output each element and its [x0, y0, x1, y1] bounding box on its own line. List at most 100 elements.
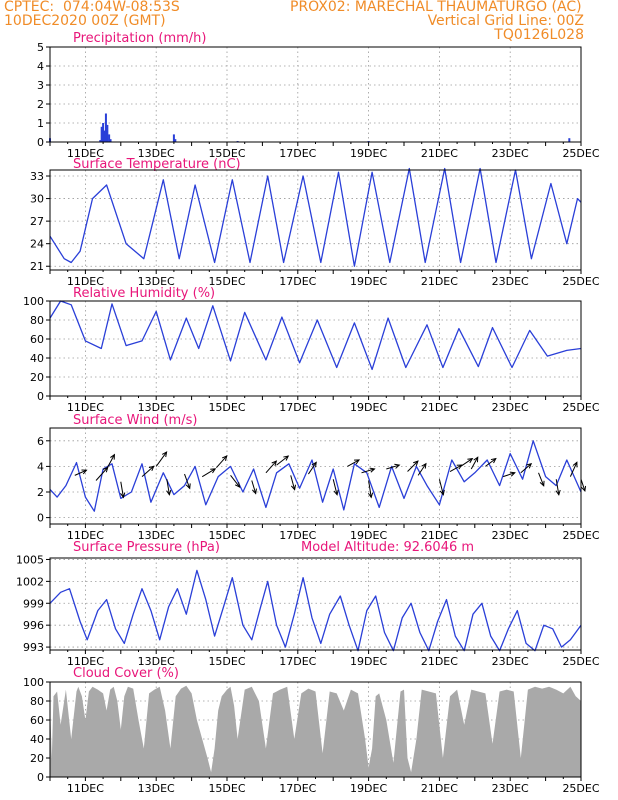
wind-arrow — [106, 454, 115, 470]
precip-bar — [109, 139, 112, 142]
wind-arrow-head — [394, 463, 401, 469]
panel-title: Surface Temperature (nC) — [73, 157, 241, 172]
wind-arrow — [368, 480, 372, 498]
x-tick-label: 25DEC — [562, 275, 599, 288]
x-tick-label: 23DEC — [492, 655, 529, 668]
panel-wind: Surface Wind (m/s) 0 2 4 6 11DEC 13DEC 15DEC 17D… — [37, 413, 600, 542]
x-tick-label: 15DEC — [208, 782, 245, 795]
wind-arrow — [580, 479, 586, 492]
x-tick-label: 15DEC — [208, 275, 245, 288]
wind-arrow-head — [81, 469, 88, 475]
wind-arrow — [386, 464, 400, 470]
wind-arrow-head — [526, 462, 533, 469]
panel-frame — [49, 169, 582, 271]
wind-arrow-head — [271, 460, 278, 467]
x-tick-label: 21DEC — [421, 782, 458, 795]
wind-arrow — [417, 463, 427, 476]
x-tick-label: 21DEC — [421, 529, 458, 542]
y-tick-label: 20 — [30, 752, 44, 765]
x-tick-label: 17DEC — [279, 782, 316, 795]
x-tick-label: 25DEC — [562, 782, 599, 795]
x-tick-label: 21DEC — [421, 655, 458, 668]
x-tick-label: 13DEC — [138, 782, 175, 795]
x-tick-label: 17DEC — [279, 147, 316, 160]
x-tick-label: 21DEC — [421, 275, 458, 288]
x-tick-label: 25DEC — [562, 401, 599, 414]
y-tick-label: 1002 — [16, 575, 44, 588]
x-tick-label: 25DEC — [562, 529, 599, 542]
wind-arrow — [407, 460, 419, 472]
x-tick-label: 19DEC — [350, 529, 387, 542]
wind-arrow-head — [148, 465, 155, 472]
station-name: PROX02: MARECHAL THAUMATURGO (AC) — [290, 0, 582, 15]
wind-arrow — [265, 460, 277, 474]
wind-arrow-head — [283, 455, 290, 461]
x-tick-label: 25DEC — [562, 147, 599, 160]
wind-arrow-head — [413, 460, 419, 467]
x-tick-label: 15DEC — [208, 655, 245, 668]
x-tick-label: 19DEC — [350, 401, 387, 414]
wind-arrow — [460, 458, 473, 467]
y-tick-label: 40 — [30, 733, 44, 746]
y-tick-label: 0 — [37, 390, 44, 403]
wind-arrow — [184, 473, 191, 489]
y-tick-label: 6 — [37, 435, 44, 448]
wind-arrow — [538, 472, 545, 486]
wind-arrow — [438, 479, 444, 495]
x-tick-label: 23DEC — [492, 275, 529, 288]
precip-bar — [102, 123, 105, 142]
wind-arrow-head — [290, 484, 297, 491]
wind-arrow-head — [110, 453, 115, 460]
wind-arrow — [485, 458, 497, 467]
x-tick-label: 13DEC — [138, 147, 175, 160]
wind-arrow — [332, 479, 338, 495]
wind-arrow — [347, 459, 360, 467]
wind-arrow — [520, 463, 532, 474]
y-tick-label: 20 — [30, 371, 44, 384]
wind-arrow — [502, 472, 515, 478]
x-tick-label: 15DEC — [208, 529, 245, 542]
x-tick-label: 13DEC — [138, 401, 175, 414]
x-tick-label: 17DEC — [279, 655, 316, 668]
y-tick-label: 27 — [30, 215, 44, 228]
wind-arrow — [201, 468, 216, 478]
x-tick-label: 19DEC — [350, 655, 387, 668]
precip-bar — [172, 134, 175, 142]
grid-line-note: Vertical Grid Line: 00Z — [427, 13, 584, 29]
series-line — [49, 569, 582, 652]
y-tick-label: 993 — [23, 641, 44, 654]
y-tick-label: 2 — [37, 486, 44, 499]
wind-arrow — [361, 468, 375, 474]
wind-arrow-head — [473, 456, 479, 463]
wind-arrow — [166, 479, 170, 495]
y-tick-label: 24 — [30, 238, 44, 251]
x-tick-label: 21DEC — [421, 401, 458, 414]
precip-bar — [108, 134, 111, 142]
panel-title: Relative Humidity (%) — [73, 286, 215, 301]
wind-arrow — [230, 475, 241, 488]
wind-arrow-head — [221, 455, 228, 461]
y-tick-label: 4 — [37, 460, 44, 473]
x-tick-label: 11DEC — [67, 275, 104, 288]
x-tick-label: 19DEC — [350, 147, 387, 160]
wind-arrow — [216, 455, 228, 469]
wind-arrow-head — [421, 462, 427, 469]
x-tick-label: 11DEC — [67, 655, 104, 668]
x-tick-label: 19DEC — [350, 275, 387, 288]
y-tick-label: 80 — [30, 695, 44, 708]
wind-arrow-head — [509, 471, 516, 477]
panel-precip: Precipitation (mm/h) 0 1 2 3 4 5 11DEC 13DEC 15DE… — [37, 31, 600, 160]
x-tick-label: 11DEC — [67, 401, 104, 414]
wind-arrow — [120, 481, 124, 498]
precip-bar — [174, 139, 177, 142]
x-tick-label: 19DEC — [350, 782, 387, 795]
x-tick-label: 23DEC — [492, 782, 529, 795]
precip-bar — [106, 124, 109, 142]
panel-temp: Surface Temperature (nC) 21 24 27 30 33 11DEC 1… — [30, 157, 600, 288]
precip-bar — [568, 138, 571, 142]
panel-frame — [49, 300, 582, 397]
wind-arrow-head — [539, 480, 545, 487]
panel-rh: Relative Humidity (%) 0 20 40 60 80 100 11DEC 13… — [23, 286, 600, 414]
y-tick-label: 2 — [37, 98, 44, 111]
precip-bar — [104, 113, 107, 142]
